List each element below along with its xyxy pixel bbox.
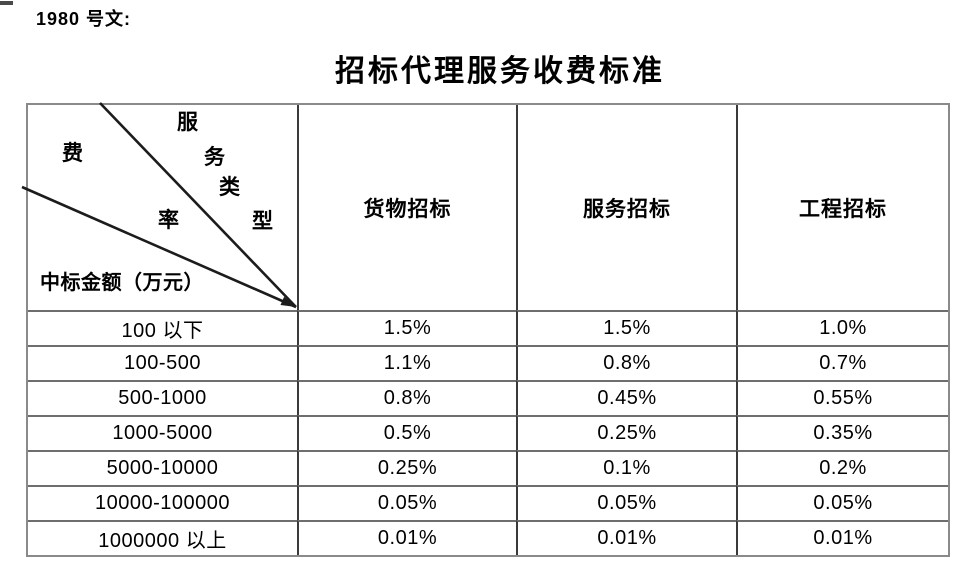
amount-range-cell: 1000000 以上 xyxy=(28,520,297,555)
corner-service-char-2: 务 xyxy=(204,145,225,169)
diagonal-line-upper xyxy=(99,102,297,308)
diagonal-divider-lines xyxy=(21,102,297,309)
amount-range-cell: 500-1000 xyxy=(28,380,297,415)
column-header-works-bidding: 工程招标 xyxy=(736,105,948,310)
fee-rate-table: 服 费 务 类 率 型 中标金额（万元） 货物招标 服务招标 工程招标 100 … xyxy=(21,102,950,557)
rate-cell: 1.5% xyxy=(516,310,736,345)
rate-cell: 0.2% xyxy=(736,450,948,485)
doc-reference-number: 1980 号文: xyxy=(36,9,132,29)
rate-cell: 1.5% xyxy=(297,310,516,345)
rate-cell: 0.01% xyxy=(297,520,516,555)
rate-cell: 0.05% xyxy=(736,485,948,520)
column-header-services-bidding: 服务招标 xyxy=(516,105,736,310)
corner-fee-char-1: 费 xyxy=(62,141,83,165)
rate-cell: 0.01% xyxy=(516,520,736,555)
amount-range-cell: 100 以下 xyxy=(28,310,297,345)
amount-range-cell: 100-500 xyxy=(28,345,297,380)
rate-cell: 0.8% xyxy=(297,380,516,415)
rate-cell: 1.1% xyxy=(297,345,516,380)
rate-cell: 0.5% xyxy=(297,415,516,450)
rate-cell: 0.1% xyxy=(516,450,736,485)
amount-range-cell: 10000-100000 xyxy=(28,485,297,520)
corner-header-cell: 服 费 务 类 率 型 中标金额（万元） xyxy=(21,102,297,310)
rate-cell: 0.7% xyxy=(736,345,948,380)
scan-artifact-mark xyxy=(0,1,13,5)
rate-cell: 0.55% xyxy=(736,380,948,415)
rate-cell: 0.05% xyxy=(297,485,516,520)
page-title: 招标代理服务收费标准 xyxy=(335,55,665,88)
rate-cell: 0.25% xyxy=(297,450,516,485)
rate-cell: 0.45% xyxy=(516,380,736,415)
corner-service-char-3: 类 xyxy=(219,175,240,199)
corner-service-char-4: 型 xyxy=(252,209,273,233)
rate-cell: 0.05% xyxy=(516,485,736,520)
corner-fee-char-2: 率 xyxy=(158,208,179,232)
corner-service-char-1: 服 xyxy=(177,110,198,134)
rate-cell: 0.01% xyxy=(736,520,948,555)
rate-cell: 0.35% xyxy=(736,415,948,450)
amount-range-cell: 1000-5000 xyxy=(28,415,297,450)
amount-range-cell: 5000-10000 xyxy=(28,450,297,485)
rate-cell: 0.25% xyxy=(516,415,736,450)
column-header-goods-bidding: 货物招标 xyxy=(297,105,516,310)
diagonal-arrowhead xyxy=(280,296,296,307)
rate-cell: 1.0% xyxy=(736,310,948,345)
diagonal-line-lower xyxy=(21,185,297,309)
rate-cell: 0.8% xyxy=(516,345,736,380)
corner-amount-axis-label: 中标金额（万元） xyxy=(40,272,204,294)
